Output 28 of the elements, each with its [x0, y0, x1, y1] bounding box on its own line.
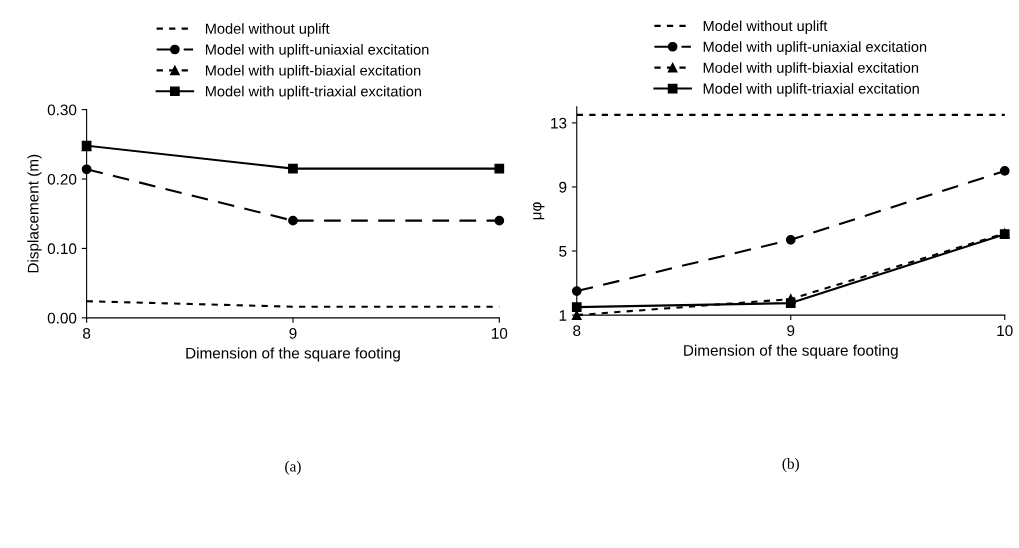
y-axis-title: μφ [533, 202, 545, 220]
y-tick-label: 1 [559, 310, 567, 321]
x-tick-label: 8 [573, 325, 581, 337]
x-axis-title: Dimension of the square footing [684, 344, 898, 359]
legend-label: Model without uplift [205, 23, 330, 37]
legend-label: Model with uplift-triaxial excitation [205, 85, 422, 100]
text: (b) [782, 458, 799, 472]
y-tick-label: 5 [559, 246, 567, 257]
legend-label: Model with uplift-biaxial excitation [703, 62, 919, 76]
y-tick-label: 0.30 [47, 104, 77, 116]
x-tick-label: 9 [289, 327, 297, 339]
legend-label: Model with uplift-triaxial excitation [703, 83, 919, 97]
legend-label: Model without uplift [703, 20, 828, 34]
y-tick-label: 0.20 [47, 173, 77, 185]
x-tick-label: 8 [83, 327, 91, 339]
y-tick-label: 13 [551, 117, 567, 129]
x-axis-title: Dimension of the square footing [186, 347, 400, 362]
y-tick-label: 0.10 [47, 243, 77, 255]
x-tick-label: 10 [491, 327, 508, 339]
x-tick-label: 9 [787, 325, 795, 337]
text: (a) [285, 460, 301, 475]
x-tick-label: 10 [997, 325, 1013, 337]
y-axis-title: Displacement (m) [27, 154, 42, 273]
legend-label: Model with uplift-uniaxial excitation [205, 44, 429, 58]
legend-label: Model with uplift-biaxial excitation [205, 64, 421, 79]
y-tick-label: 0.00 [47, 312, 77, 324]
y-tick-label: 9 [559, 181, 567, 193]
legend-label: Model with uplift-uniaxial excitation [703, 41, 927, 55]
